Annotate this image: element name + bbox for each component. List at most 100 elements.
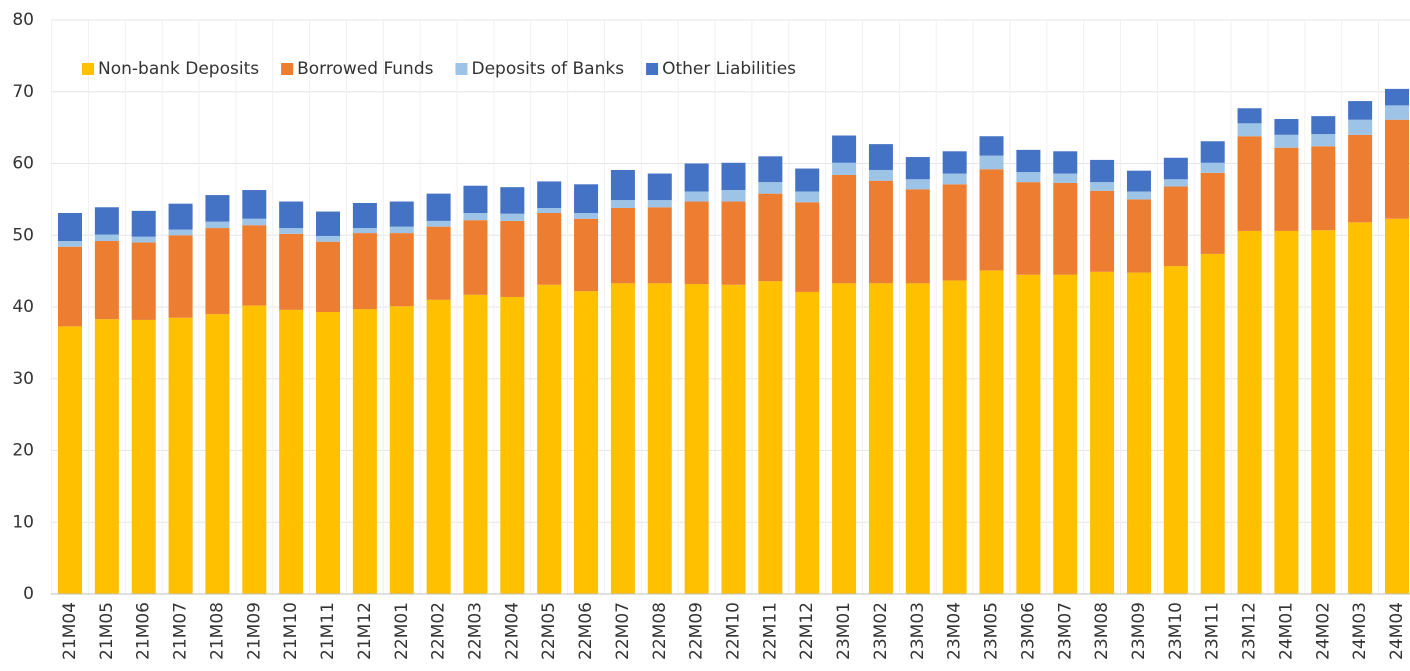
legend-label: Deposits of Banks bbox=[471, 59, 624, 79]
bar-segment bbox=[316, 312, 341, 594]
bar-segment bbox=[131, 319, 156, 594]
legend-label: Other Liabilities bbox=[662, 59, 796, 79]
bar-segment bbox=[1311, 146, 1336, 231]
bar-segment bbox=[795, 202, 820, 292]
x-tick-label: 22M07 bbox=[613, 602, 633, 660]
bar-segment bbox=[1126, 170, 1151, 192]
x-tick-label: 24M01 bbox=[1276, 602, 1296, 660]
legend-swatch bbox=[455, 63, 468, 75]
bar-segment bbox=[131, 242, 156, 320]
bar-segment bbox=[905, 179, 930, 190]
bar-segment bbox=[1237, 230, 1262, 594]
bar-segment bbox=[1126, 191, 1151, 200]
bar-segment bbox=[1385, 88, 1409, 106]
y-tick-label: 0 bbox=[23, 584, 34, 604]
bar-segment bbox=[1090, 182, 1115, 191]
bar-segment bbox=[647, 200, 672, 208]
x-tick-label: 22M06 bbox=[576, 602, 596, 660]
bar-segment bbox=[1237, 123, 1262, 137]
y-tick-label: 50 bbox=[12, 225, 34, 245]
legend-swatch bbox=[82, 63, 94, 75]
x-tick-label: 23M01 bbox=[834, 602, 854, 660]
bar-segment bbox=[168, 229, 193, 236]
x-tick-label: 22M09 bbox=[687, 602, 707, 660]
bar-segment bbox=[1090, 190, 1115, 272]
bar-segment bbox=[574, 291, 599, 594]
x-tick-label: 23M07 bbox=[1055, 602, 1075, 660]
x-tick-label: 21M11 bbox=[318, 602, 338, 660]
bar-segment bbox=[795, 168, 820, 192]
bar-segment bbox=[279, 228, 304, 234]
bar-segment bbox=[389, 226, 414, 234]
bar-segment bbox=[1385, 105, 1409, 120]
bar-segment bbox=[463, 213, 488, 221]
bar-segment bbox=[426, 220, 451, 227]
bar-segment bbox=[610, 207, 635, 284]
x-tick-label: 23M06 bbox=[1018, 602, 1038, 660]
bar-segment bbox=[352, 233, 377, 310]
x-tick-label: 21M10 bbox=[281, 602, 301, 660]
bar-segment bbox=[610, 283, 635, 594]
bar-segment bbox=[131, 210, 156, 237]
bar-segment bbox=[1126, 272, 1151, 594]
x-tick-label: 22M03 bbox=[465, 602, 485, 660]
bar-segment bbox=[1053, 182, 1078, 275]
bar-segment bbox=[426, 299, 451, 594]
bar-segment bbox=[58, 213, 82, 241]
bar-segment bbox=[58, 326, 82, 594]
bar-segment bbox=[205, 221, 230, 229]
x-tick-label: 22M12 bbox=[797, 602, 817, 660]
bar-segment bbox=[94, 234, 119, 241]
x-tick-label: 22M08 bbox=[650, 602, 670, 660]
y-tick-label: 70 bbox=[12, 82, 34, 102]
bar-segment bbox=[905, 157, 930, 180]
bar-segment bbox=[352, 309, 377, 594]
bar-segment bbox=[684, 284, 709, 594]
bar-segment bbox=[537, 213, 562, 285]
y-tick-label: 80 bbox=[12, 10, 34, 30]
y-tick-label: 60 bbox=[12, 154, 34, 174]
y-tick-label: 20 bbox=[12, 441, 34, 461]
x-tick-label: 21M05 bbox=[97, 602, 117, 660]
bar-segment bbox=[1274, 134, 1299, 148]
bar-segment bbox=[58, 240, 82, 247]
bar-segment bbox=[1053, 151, 1078, 174]
bar-segment bbox=[832, 283, 857, 594]
x-tick-label: 22M02 bbox=[429, 602, 449, 660]
bar-segment bbox=[1016, 182, 1041, 275]
x-tick-label: 23M05 bbox=[982, 602, 1002, 660]
bar-segment bbox=[1053, 173, 1078, 183]
bar-segment bbox=[131, 236, 156, 243]
bar-segment bbox=[1385, 119, 1409, 219]
bar-segment bbox=[1385, 218, 1409, 594]
x-tick-label: 23M08 bbox=[1092, 602, 1112, 660]
bar-segment bbox=[721, 201, 746, 285]
bar-segment bbox=[352, 202, 377, 229]
x-tick-label: 21M07 bbox=[171, 602, 191, 660]
legend-swatch bbox=[281, 63, 294, 75]
x-tick-label: 23M04 bbox=[945, 602, 965, 660]
bar-segment bbox=[537, 181, 562, 208]
x-tick-label: 21M04 bbox=[60, 602, 80, 660]
bar-segment bbox=[1090, 271, 1115, 594]
bar-segment bbox=[868, 144, 893, 170]
x-tick-label: 21M06 bbox=[134, 602, 154, 660]
y-tick-label: 40 bbox=[12, 297, 34, 317]
bar-segment bbox=[721, 284, 746, 594]
bar-segment bbox=[1016, 149, 1041, 173]
bar-segment bbox=[832, 174, 857, 284]
y-tick-label: 30 bbox=[12, 369, 34, 389]
bar-segment bbox=[205, 314, 230, 594]
bar-segment bbox=[832, 162, 857, 175]
bar-segment bbox=[1348, 101, 1373, 120]
bar-segment bbox=[979, 136, 1004, 156]
bar-segment bbox=[758, 281, 783, 594]
bar-segment bbox=[537, 284, 562, 594]
bar-segment bbox=[1348, 222, 1373, 594]
bar-segment bbox=[610, 169, 635, 201]
bar-segment bbox=[868, 180, 893, 284]
bar-segment bbox=[242, 305, 267, 594]
x-tick-label: 24M04 bbox=[1387, 602, 1407, 660]
bar-segment bbox=[426, 193, 451, 221]
